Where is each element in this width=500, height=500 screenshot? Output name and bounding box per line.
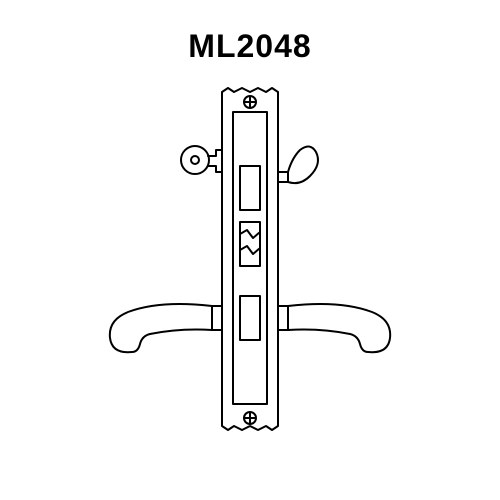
thumbturn-icon (278, 146, 318, 183)
lock-outer-plate (222, 88, 278, 430)
key-cylinder-icon (181, 146, 222, 174)
bottom-screw-icon (244, 412, 256, 424)
top-screw-icon (244, 96, 256, 108)
slot-top (240, 166, 260, 210)
slot-middle (240, 222, 260, 266)
right-lever-handle (278, 304, 390, 352)
left-lever-handle (110, 304, 222, 352)
lock-inner-panel (233, 112, 267, 404)
lock-diagram (0, 0, 500, 500)
slot-bottom (240, 296, 260, 340)
diagram-canvas: ML2048 (0, 0, 500, 500)
